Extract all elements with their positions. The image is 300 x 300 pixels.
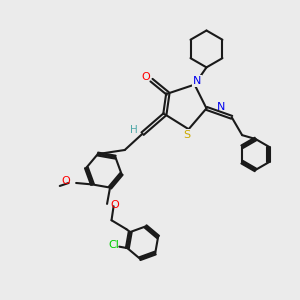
Text: O: O: [61, 176, 70, 187]
Text: O: O: [142, 72, 151, 82]
Text: O: O: [110, 200, 119, 210]
Text: S: S: [184, 130, 191, 140]
Text: N: N: [216, 102, 225, 112]
Text: Cl: Cl: [109, 240, 119, 250]
Text: N: N: [193, 76, 201, 86]
Text: H: H: [130, 125, 138, 135]
